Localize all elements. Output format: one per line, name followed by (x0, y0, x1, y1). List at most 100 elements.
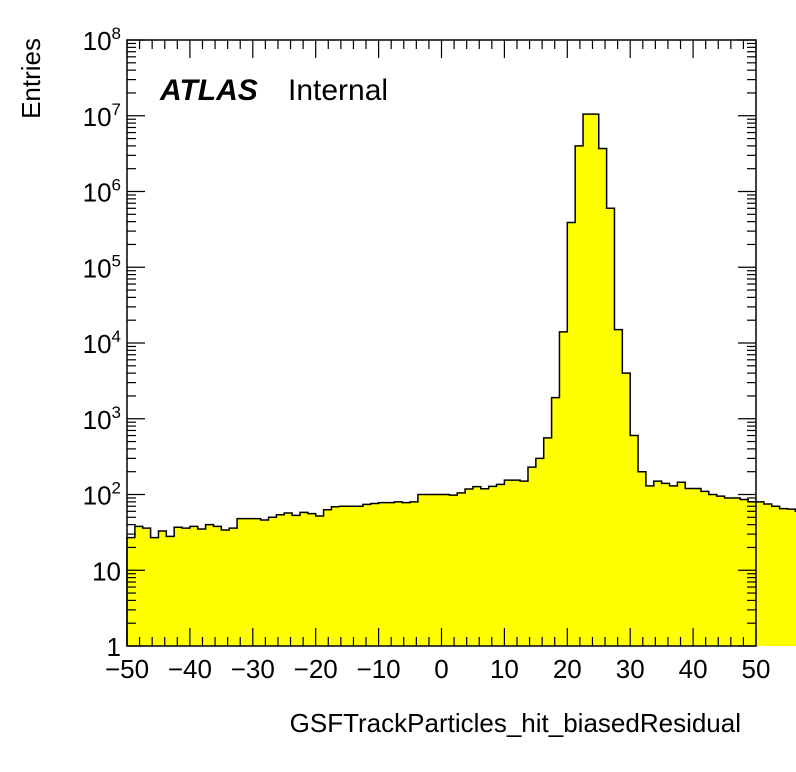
histogram-bar (331, 506, 340, 646)
histogram-bar (284, 512, 293, 646)
histogram-bar (197, 529, 207, 646)
histogram-bar (449, 495, 458, 646)
y-tick-label: 104 (83, 327, 121, 359)
tick-labels: −50 −40 −30 −20 −10 0 10 20 30 40 50 1 10 102 103 104 10… (83, 24, 771, 684)
histogram-bar (174, 527, 183, 646)
histogram-bar (771, 506, 780, 646)
x-tick-label: −10 (357, 654, 401, 684)
histogram-bar (237, 518, 246, 646)
histogram-bar (221, 529, 230, 646)
y-tick-label: 107 (83, 100, 121, 132)
histogram-bar (315, 516, 324, 646)
histogram-bar (229, 528, 238, 646)
x-tick-label: 20 (553, 654, 582, 684)
axis-ticks (126, 39, 757, 647)
histogram-bar (543, 437, 552, 646)
histogram-bar (512, 480, 521, 646)
histogram-bar (622, 373, 631, 646)
histogram-bar (685, 488, 694, 646)
histogram-bar (378, 502, 387, 646)
histogram-bar (166, 536, 175, 646)
x-tick-label: 0 (434, 654, 448, 684)
histogram-bar (590, 114, 600, 647)
histogram-bar (127, 537, 136, 646)
y-tick-label: 102 (83, 479, 121, 511)
histogram-bar (763, 503, 773, 646)
histogram-bar (677, 482, 686, 646)
histogram-bar (535, 458, 545, 646)
histogram-bar (260, 520, 269, 646)
histogram-bar (394, 501, 403, 646)
histogram-bar (614, 329, 623, 646)
histogram-bar (787, 509, 796, 646)
atlas-label: ATLAS (159, 74, 258, 107)
histogram-bar (708, 494, 718, 646)
x-tick-label: 10 (490, 654, 519, 684)
x-tick-label: 50 (742, 654, 771, 684)
histogram-bar (417, 494, 427, 646)
histogram-bar (386, 502, 395, 646)
histogram-bar (504, 480, 513, 646)
histogram-bars (127, 114, 796, 647)
y-tick-label: 105 (83, 251, 121, 283)
x-tick-label: −40 (168, 654, 212, 684)
histogram-bar (559, 331, 568, 646)
histogram-bar (645, 485, 655, 646)
histogram-bar (638, 471, 647, 646)
y-axis-title: Entries (16, 38, 46, 119)
histogram-bar (457, 492, 466, 646)
histogram-bar (355, 506, 364, 646)
histogram-bar (630, 435, 639, 646)
histogram-bar (158, 530, 167, 646)
histogram-bar (402, 502, 411, 646)
histogram-bar (575, 145, 584, 646)
histogram-bar (669, 485, 678, 646)
histogram-bar (472, 486, 482, 646)
histogram-bar (724, 497, 733, 646)
histogram-bar (488, 486, 497, 646)
histogram-bar (410, 501, 419, 646)
histogram-bar (779, 508, 788, 646)
histogram-bar (268, 517, 277, 646)
histogram-bar (182, 528, 191, 646)
histogram-bar (661, 483, 670, 646)
x-tick-label: 40 (679, 654, 708, 684)
histogram-bar (583, 114, 592, 647)
histogram-bar (244, 518, 254, 646)
histogram-bar (433, 494, 442, 646)
histogram-bar (323, 509, 332, 646)
y-tick-label: 106 (83, 176, 121, 208)
histogram-bar (567, 222, 576, 646)
histogram-bar (205, 524, 214, 646)
histogram-bar (756, 501, 765, 646)
histogram-bar (740, 499, 749, 646)
histogram-bar (150, 537, 159, 646)
y-tick-label: 10 (92, 556, 121, 586)
internal-label: Internal (288, 74, 388, 107)
x-axis-title: GSFTrackParticles_hit_biasedResidual (290, 708, 741, 738)
histogram-bar (527, 467, 537, 646)
histogram-bar (142, 528, 151, 646)
histogram-bar (598, 148, 608, 646)
y-tick-label: 1 (107, 632, 121, 662)
histogram-bar (700, 491, 710, 646)
x-tick-label: 30 (616, 654, 645, 684)
x-tick-label: −50 (105, 654, 149, 684)
histogram-bar (189, 526, 199, 646)
histogram-bar (347, 506, 356, 646)
histogram-bar (339, 506, 348, 646)
histogram-bar (252, 518, 262, 646)
histogram-bar (307, 513, 317, 646)
histogram-bar (465, 489, 474, 646)
histogram-bar (134, 526, 144, 646)
histogram-bar (276, 514, 285, 646)
histogram-bar (370, 503, 379, 646)
histogram-bar (441, 494, 450, 646)
histogram-bar (496, 484, 505, 646)
histogram-bar (292, 515, 301, 646)
x-tick-label: −20 (294, 654, 338, 684)
histogram-bar (606, 208, 615, 646)
histogram-bar (362, 504, 372, 646)
histogram-bar (299, 512, 309, 646)
